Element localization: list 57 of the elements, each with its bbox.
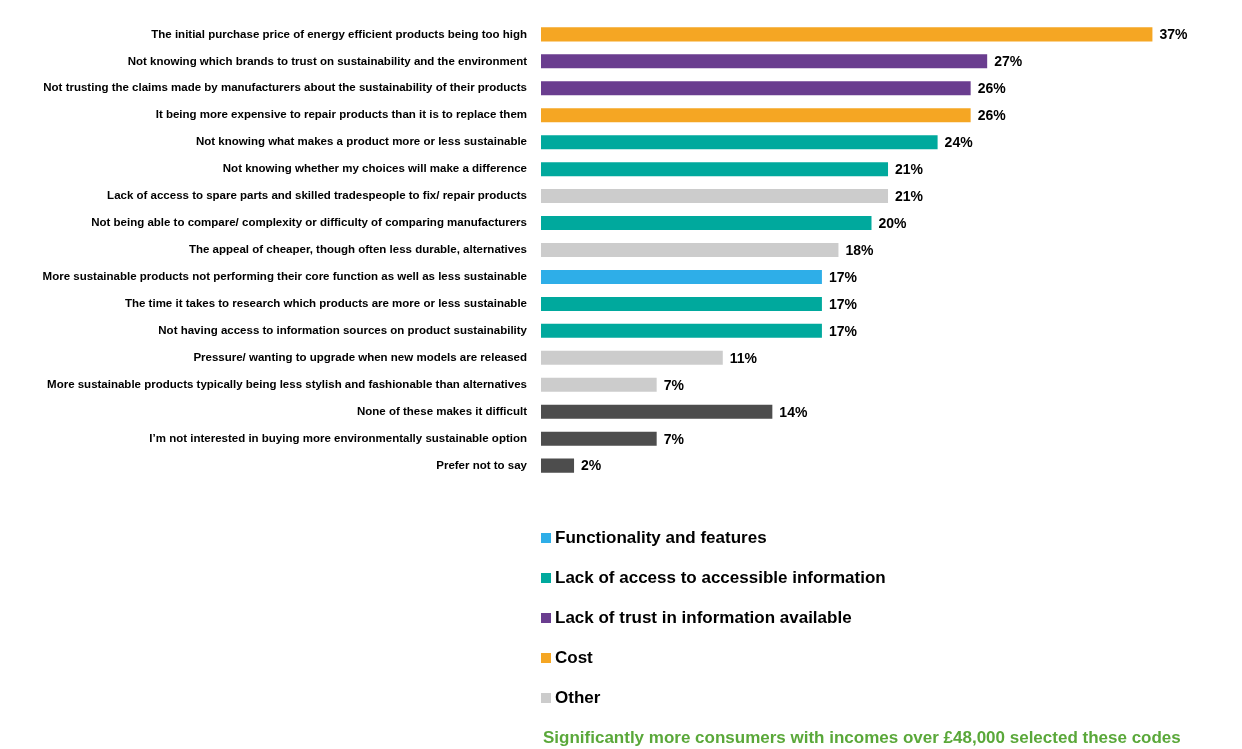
y-tick-label: I’m not interested in buying more environmentally sustainable option <box>149 431 527 444</box>
bar <box>541 54 988 69</box>
y-tick-label: Not being able to compare/ complexity or difficulty of comparing manufacturers <box>91 216 527 229</box>
bar <box>541 135 938 150</box>
data-label: 17% <box>828 268 858 285</box>
y-tick-label: More sustainable products typically being less stylish and fashionable than alternatives <box>47 377 527 390</box>
data-label: 17% <box>828 295 858 312</box>
bar <box>541 350 723 365</box>
data-label: 37% <box>1159 26 1188 43</box>
bar <box>541 269 822 284</box>
y-tick-label: The appeal of cheaper, though often less durable, alternatives <box>188 243 527 256</box>
data-label: 11% <box>729 349 758 366</box>
data-label: 20% <box>878 214 908 231</box>
bar <box>541 377 657 392</box>
bar <box>541 108 971 123</box>
bar <box>541 81 971 96</box>
y-tick-label: The time it takes to research which products are more or less sustainable <box>124 297 527 310</box>
data-label: 18% <box>845 241 875 258</box>
bar <box>541 458 575 473</box>
data-label: 14% <box>779 403 808 420</box>
data-label: 21% <box>895 161 924 177</box>
legend-label: Cost <box>555 648 593 668</box>
bar <box>541 431 657 446</box>
data-label: 27% <box>994 53 1023 70</box>
data-label: 2% <box>581 457 602 474</box>
y-tick-label: Not having access to information sources on product sustainability <box>158 324 528 337</box>
data-label: 17% <box>828 322 858 339</box>
y-tick-label: Pressure/ wanting to upgrade when new models are released <box>193 350 527 363</box>
data-label: 26% <box>977 107 1007 124</box>
y-tick-label: Lack of access to spare parts and skilled tradespeople to fix/ repair products <box>107 189 527 202</box>
legend-label: Lack of trust in information available <box>555 608 852 628</box>
bar <box>541 296 822 311</box>
bar <box>541 404 773 419</box>
y-tick-label: The initial purchase price of energy efficient products being too high <box>151 27 527 40</box>
data-label: 7% <box>663 430 685 447</box>
data-label: 21% <box>895 187 924 204</box>
y-tick-label: It being more expensive to repair products than it is to replace them <box>155 108 527 121</box>
y-tick-label: None of these makes it difficult <box>357 404 528 417</box>
data-label: 24% <box>944 134 974 151</box>
bar <box>541 162 889 177</box>
data-label: 26% <box>977 80 1007 97</box>
data-label: 7% <box>663 376 685 393</box>
text: Significantly more consumers with incomes over £48,000 selected these codes <box>543 728 1181 748</box>
y-tick-label: Not knowing what makes a product more or less sustainable <box>195 135 527 148</box>
y-tick-label: Not trusting the claims made by manufacturers about the sustainability of their products <box>43 81 527 94</box>
bar <box>541 216 872 231</box>
bar <box>541 27 1153 42</box>
y-tick-label: Not knowing whether my choices will make a difference <box>222 162 527 175</box>
bar <box>541 242 839 258</box>
legend-label: Functionality and features <box>555 528 767 548</box>
bar <box>541 323 822 338</box>
legend-label: Other <box>555 688 601 708</box>
bar <box>541 189 889 204</box>
y-tick-label: Not knowing which brands to trust on sustainability and the environment <box>127 54 528 67</box>
legend-label: Lack of access to accessible information <box>555 568 886 588</box>
y-tick-label: More sustainable products not performing their core function as well as less sustainable <box>42 270 527 283</box>
y-tick-label: Prefer not to say <box>436 458 528 471</box>
